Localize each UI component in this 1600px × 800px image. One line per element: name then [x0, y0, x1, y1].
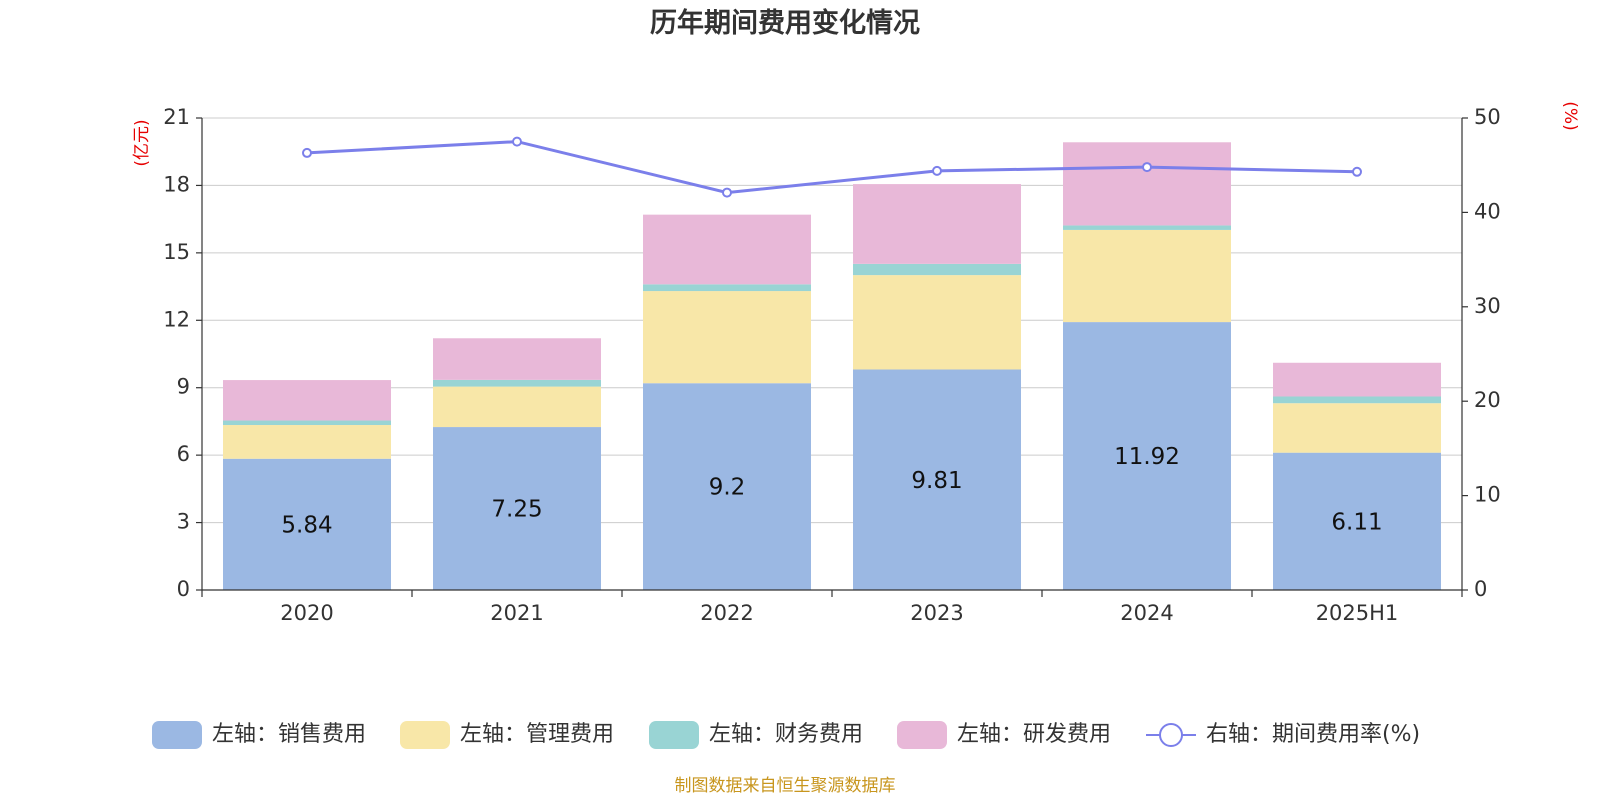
rate-line-point	[512, 136, 522, 147]
bar-segment	[1063, 322, 1231, 590]
bar-segment	[1273, 403, 1441, 453]
left-axis-tick-label: 6	[177, 442, 190, 466]
bar-segment	[433, 427, 601, 590]
bar-value-label: 6.11	[1331, 509, 1382, 535]
left-axis-tick-label: 9	[177, 375, 190, 399]
bar-segment	[853, 184, 1021, 264]
bar-segment	[1273, 396, 1441, 404]
bar-segment	[853, 263, 1021, 276]
rate-line-point	[302, 147, 312, 158]
x-axis-tick-label: 2023	[910, 601, 963, 625]
right-axis-tick-label: 20	[1474, 388, 1501, 412]
grid-lines	[202, 117, 1462, 524]
left-axis-tick-label: 0	[177, 577, 190, 601]
left-axis-tick-label: 18	[163, 172, 190, 196]
legend: 左轴：销售费用 左轴：管理费用 左轴：财务费用 左轴：研发费用 右轴：期间费用率(%)	[152, 721, 1420, 749]
bar-segment	[643, 214, 811, 285]
bar-value-label: 9.81	[911, 468, 962, 494]
axes: 0 3 6 9 12 15 18 21 0 10 20 30 40 50 2020 2021 2022 2023 2…	[163, 105, 1500, 625]
right-axis-tick-label: 40	[1474, 199, 1501, 223]
bar-segment	[853, 275, 1021, 370]
rate-line-point	[1352, 166, 1362, 177]
right-axis-tick-label: 50	[1474, 105, 1501, 129]
source-note: 制图数据来自恒生聚源数据库	[675, 776, 896, 796]
bar-segment	[223, 425, 391, 459]
rate-line-point	[1142, 162, 1152, 173]
left-axis-tick-label: 12	[163, 307, 190, 331]
bar-segment	[643, 284, 811, 292]
bar-segment	[223, 420, 391, 426]
left-axis-unit: (亿元)	[132, 119, 152, 166]
x-axis-tick-label: 2020	[280, 601, 333, 625]
left-axis-tick-label: 15	[163, 240, 190, 264]
x-axis-tick-label: 2021	[490, 601, 543, 625]
bar-segment	[643, 383, 811, 590]
bar-segment	[853, 369, 1021, 590]
bar-segment	[433, 338, 601, 380]
rate-line-point	[722, 187, 732, 198]
bar-segment	[433, 386, 601, 428]
bar-segment	[223, 380, 391, 421]
rate-line	[302, 136, 1362, 198]
bar-value-label: 11.92	[1114, 444, 1180, 470]
bar-value-label: 5.84	[281, 512, 332, 538]
legend-swatch	[152, 721, 202, 749]
left-axis-tick-label: 3	[177, 510, 190, 534]
bar-value-label: 9.2	[709, 475, 746, 501]
legend-swatch	[649, 721, 699, 749]
bar-segment	[643, 291, 811, 384]
bar-segment	[1063, 225, 1231, 230]
legend-label: 左轴：管理费用	[460, 722, 614, 747]
legend-label: 右轴：期间费用率(%)	[1206, 722, 1420, 747]
x-axis-tick-label: 2025H1	[1316, 601, 1399, 625]
bar-segment	[223, 458, 391, 590]
x-axis-tick-label: 2024	[1120, 601, 1173, 625]
legend-label: 左轴：销售费用	[212, 722, 366, 747]
bar-segment	[1063, 229, 1231, 323]
bar-segment	[433, 379, 601, 387]
right-axis-tick-label: 30	[1474, 294, 1501, 318]
bar-segment	[1273, 362, 1441, 397]
bar-segment	[1273, 452, 1441, 590]
right-axis-unit: (%)	[1560, 101, 1580, 130]
legend-label: 左轴：财务费用	[709, 722, 863, 747]
legend-marker	[1159, 723, 1183, 747]
chart-title: 历年期间费用变化情况	[650, 7, 920, 39]
bar-value-label: 7.25	[491, 497, 542, 523]
rate-line-point	[932, 165, 942, 176]
bars: 5.84 7.25 9.2 9.81 11.92 6.11	[223, 142, 1441, 590]
rate-line-path	[306, 140, 1358, 195]
legend-swatch	[897, 721, 947, 749]
bar-segment	[1063, 142, 1231, 226]
left-axis-tick-label: 21	[163, 105, 190, 129]
legend-swatch	[400, 721, 450, 749]
x-axis-tick-label: 2022	[700, 601, 753, 625]
legend-label: 左轴：研发费用	[957, 722, 1111, 747]
right-axis-tick-label: 0	[1474, 577, 1487, 601]
right-axis-tick-label: 10	[1474, 483, 1501, 507]
